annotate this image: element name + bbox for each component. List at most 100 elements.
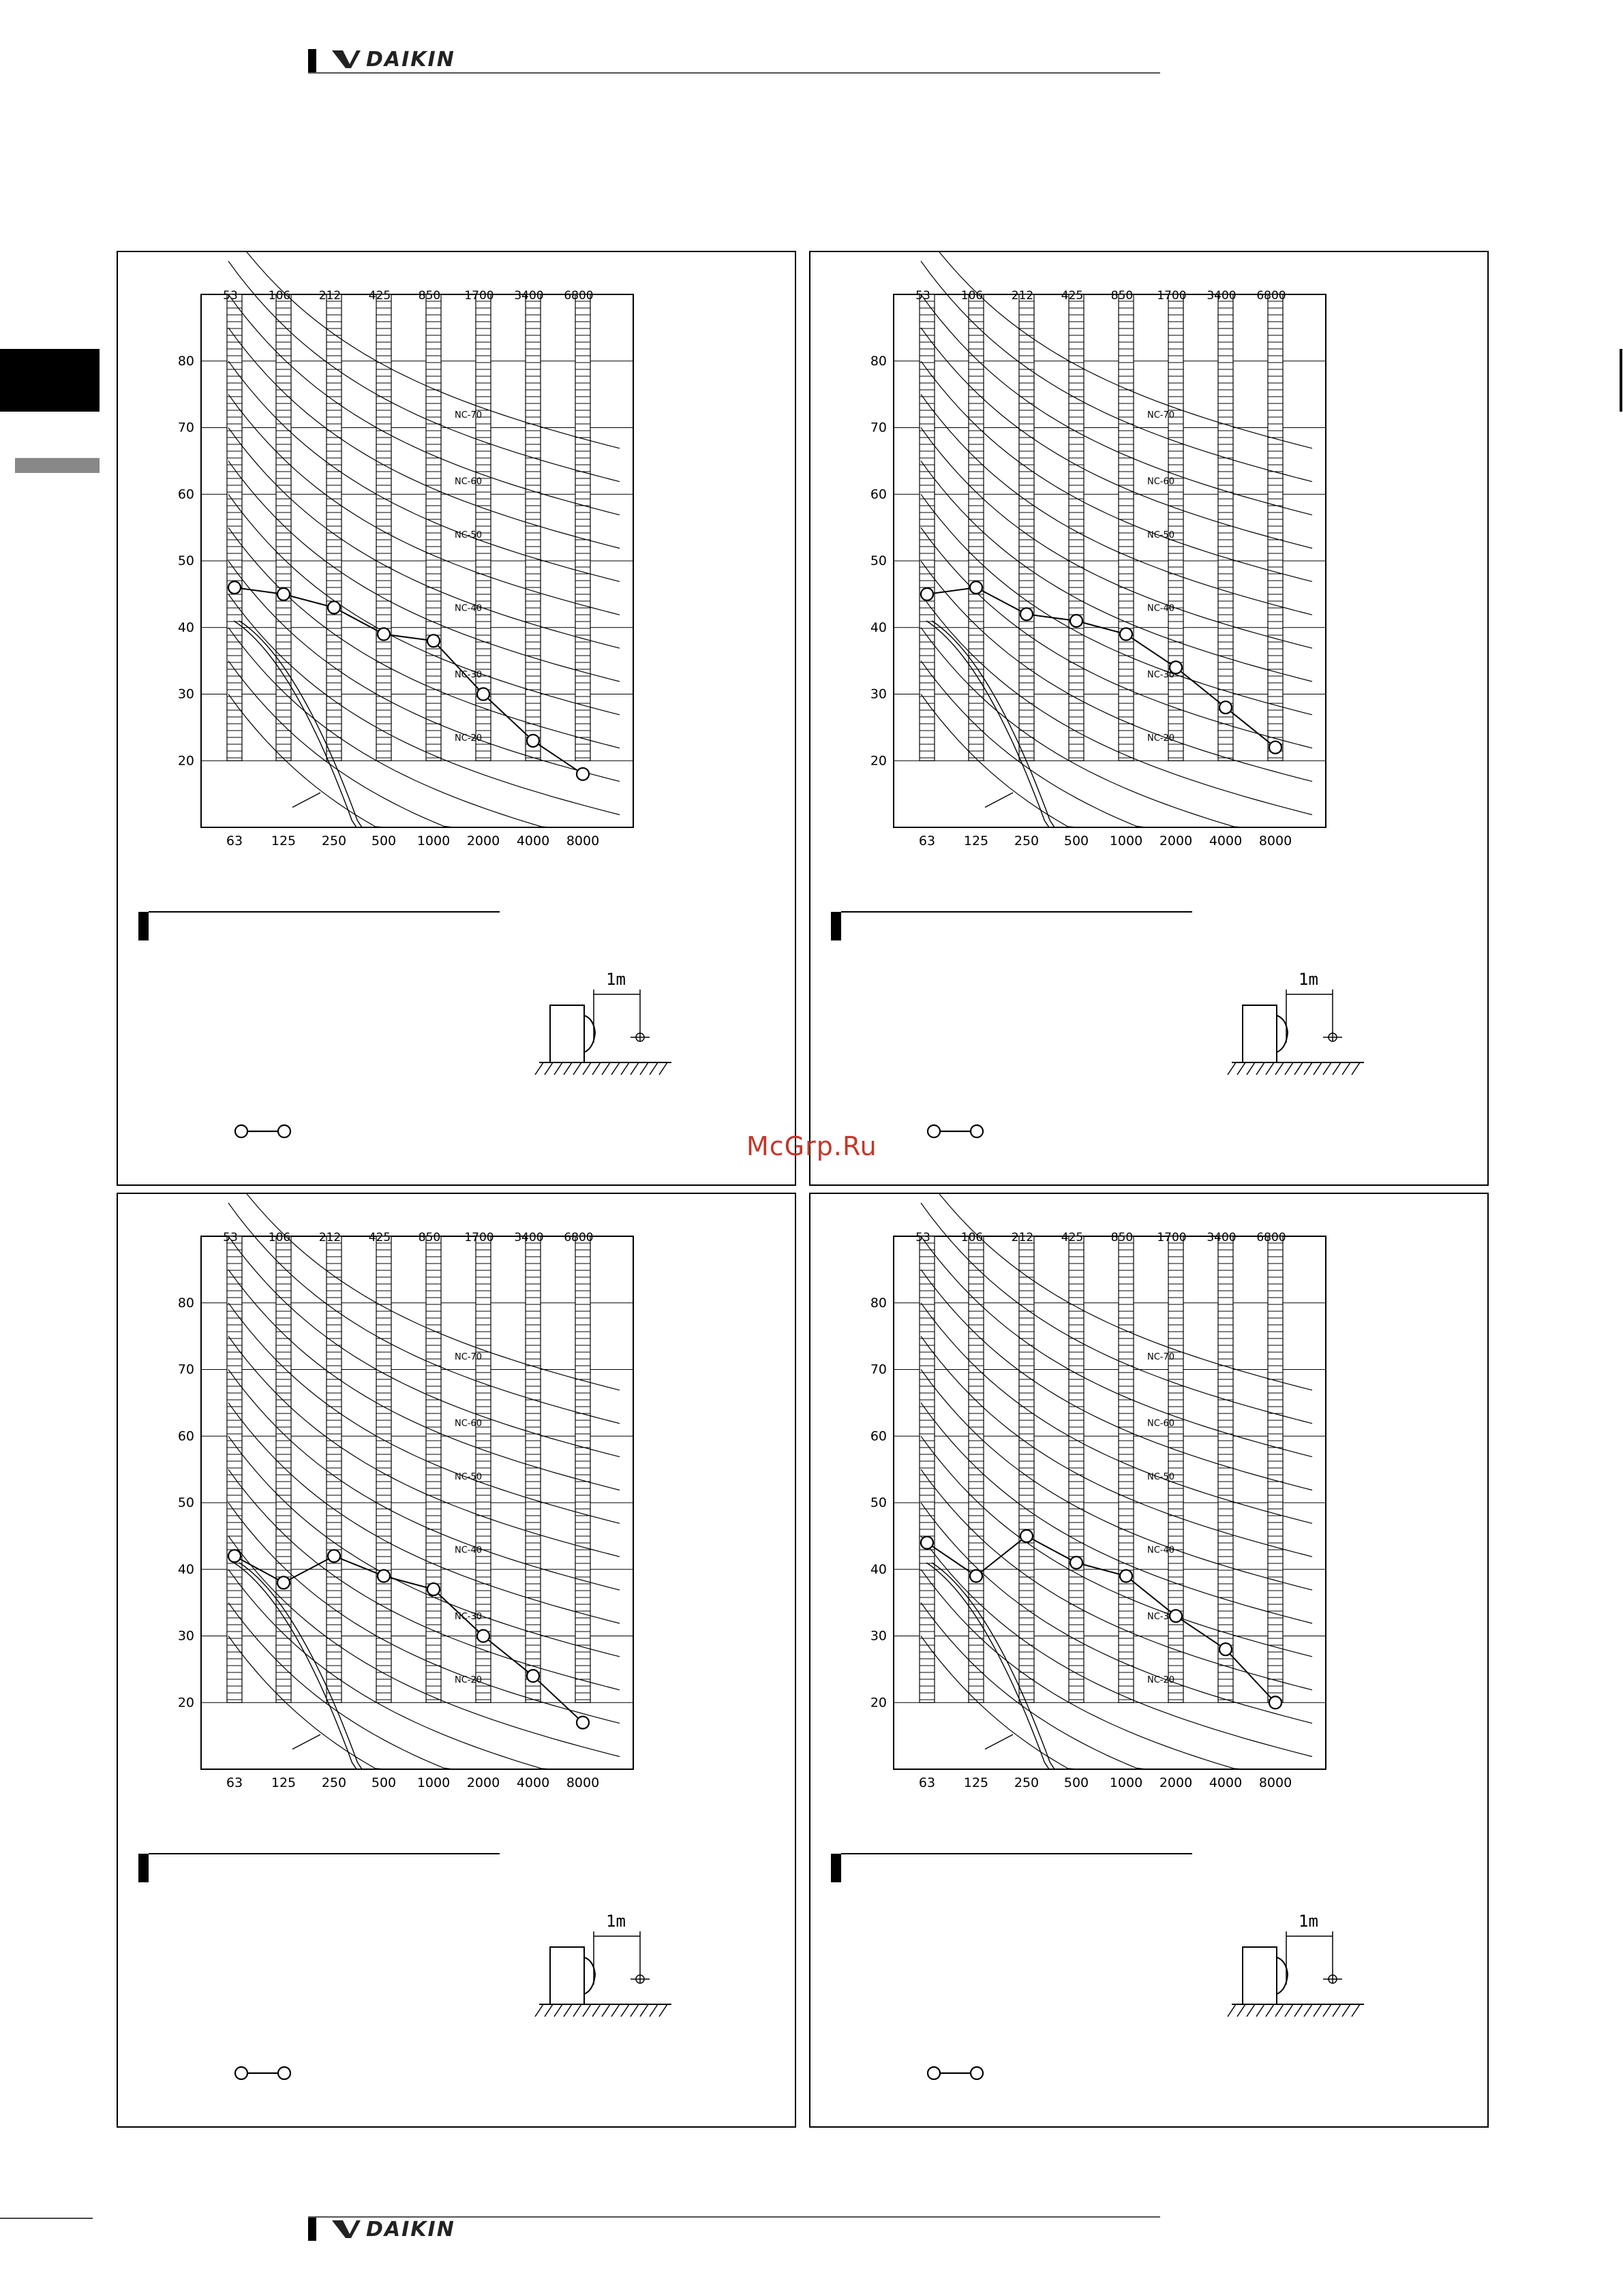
nc-curve	[228, 1403, 620, 1624]
nc-label: NC-60	[1147, 477, 1174, 487]
x-tick-label: 8000	[566, 833, 599, 848]
band-column	[1267, 294, 1284, 761]
header-brand: DAIKIN	[366, 47, 455, 72]
nc-curve	[920, 594, 1313, 816]
nc-curve	[228, 1236, 620, 1458]
x-tick-label: 125	[271, 833, 296, 848]
y-tick-label: 20	[870, 1695, 887, 1710]
x-top-label: 53	[223, 1231, 238, 1244]
threshold-curve	[239, 1562, 376, 1770]
band-column	[1217, 294, 1234, 761]
x-top-label: 3400	[1207, 289, 1236, 303]
x-tick-label: 63	[226, 1775, 243, 1790]
y-tick-label: 30	[870, 1629, 887, 1644]
nc-label: NC-30	[1147, 670, 1174, 680]
legend	[926, 1124, 984, 1139]
nc-curve	[939, 252, 1313, 449]
band-column	[968, 1236, 984, 1703]
nc-curve	[228, 294, 620, 516]
x-tick-label: 500	[371, 833, 396, 848]
nc-curve	[939, 1194, 1313, 1391]
data-point	[376, 627, 391, 641]
threshold-curve	[233, 620, 370, 828]
footer-logo: DAIKIN	[331, 2218, 455, 2241]
nc-curve	[228, 461, 620, 682]
x-tick-label: 125	[271, 1775, 296, 1790]
band-column-outline	[968, 1236, 984, 1703]
unit-box	[549, 1005, 585, 1063]
side-tab-grey	[15, 458, 100, 473]
nc-curve	[228, 1535, 620, 1758]
daikin-logo-icon	[332, 2220, 361, 2238]
band-column	[575, 294, 591, 761]
band-column-hatch	[376, 1242, 391, 1700]
nc-label: NC-70	[1147, 410, 1174, 420]
data-point	[920, 587, 935, 601]
band-column	[1068, 294, 1084, 761]
data-point	[276, 1576, 291, 1590]
nc-curve	[920, 1369, 1313, 1591]
data-point	[426, 1582, 441, 1597]
band-column-outline	[1118, 1236, 1134, 1703]
band-column-hatch	[276, 1242, 291, 1700]
nc-curve	[920, 1502, 1313, 1724]
legend-marker	[234, 2066, 249, 2081]
unit-outlet	[583, 1014, 596, 1054]
x-top-label: 3400	[514, 289, 543, 303]
x-tick-label: 250	[1014, 1775, 1039, 1790]
data-point	[526, 1669, 541, 1683]
data-point	[327, 600, 342, 615]
legend	[926, 2066, 984, 2081]
floor-hatch	[534, 1062, 668, 1075]
nc-curve	[228, 1502, 620, 1724]
distance-label: 1m	[606, 1912, 626, 1931]
nc-label: NC-20	[455, 733, 482, 744]
x-top-label: 850	[419, 1231, 440, 1244]
data-point	[1218, 1642, 1233, 1657]
measurement-diagram: 1m	[534, 970, 671, 1075]
x-top-label: 106	[269, 289, 290, 303]
y-tick-label: 50	[178, 1495, 194, 1510]
nc-curve	[228, 560, 620, 782]
threshold-curve	[926, 1562, 1063, 1770]
nc-curve	[920, 1302, 1313, 1524]
chart-panel-2: 20 30 40 50 60 70 80 53 106 212 425 850 1700 3400 6800…	[809, 251, 1489, 1186]
threshold-curve	[931, 1562, 1068, 1770]
x-tick-label: 1000	[1110, 1775, 1142, 1790]
band-column	[376, 294, 392, 761]
x-top-label: 1700	[464, 289, 494, 303]
legend-marker	[926, 2066, 941, 2081]
band-column-hatch	[969, 301, 984, 759]
y-tick-label: 50	[870, 1495, 887, 1510]
x-tick-label: 250	[322, 1775, 346, 1790]
threshold-pointer	[984, 1734, 1014, 1750]
band-column	[1018, 294, 1035, 761]
legend-marker	[277, 2066, 292, 2081]
x-top-label: 53	[915, 289, 930, 303]
watermark: McGrp.Ru	[746, 1131, 877, 1161]
band-column	[1018, 1236, 1035, 1703]
band-column-outline	[275, 294, 292, 761]
threshold-pointer	[292, 792, 321, 808]
band-column-outline	[475, 294, 491, 761]
data-point	[920, 1535, 935, 1550]
band-column-outline	[575, 1236, 591, 1703]
nc-label: NC-70	[455, 1352, 482, 1362]
threshold-pointer	[984, 792, 1014, 808]
band-column	[525, 294, 541, 761]
series-line	[234, 587, 583, 775]
nc-curve	[920, 394, 1313, 615]
nc-label: NC-50	[1147, 1472, 1174, 1482]
band-column	[376, 1236, 392, 1703]
band-column	[1168, 1236, 1184, 1703]
y-tick-label: 60	[178, 1428, 194, 1443]
band-column-outline	[1118, 294, 1134, 761]
nc-label: NC-40	[455, 603, 482, 613]
data-point	[526, 733, 541, 748]
band-column-hatch	[920, 1242, 935, 1700]
x-top-label: 6800	[1256, 1231, 1286, 1244]
y-tick-label: 30	[870, 687, 887, 702]
nc-label: NC-20	[1147, 1675, 1174, 1685]
x-tick-label: 125	[964, 833, 988, 848]
chart-panel-3: 20 30 40 50 60 70 80 53 106 212 425 850 1700 3400 6800…	[117, 1193, 796, 2128]
